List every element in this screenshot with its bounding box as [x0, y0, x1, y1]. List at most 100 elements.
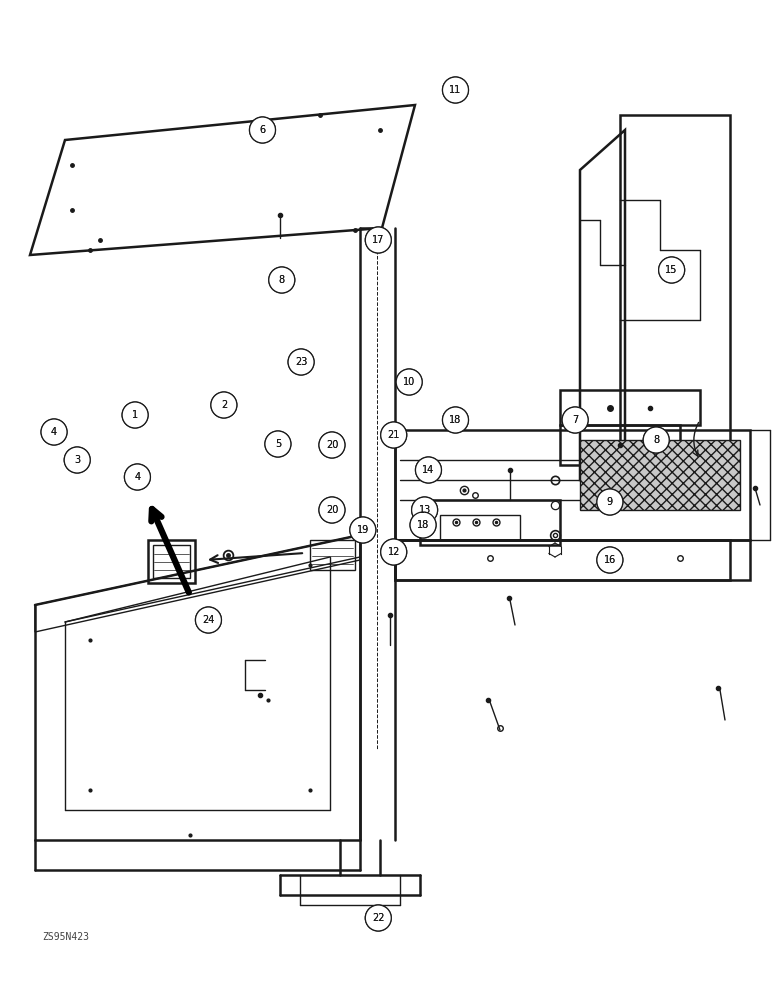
Circle shape	[124, 464, 151, 490]
Text: 10: 10	[403, 377, 415, 387]
Text: 15: 15	[665, 265, 678, 275]
Text: ZS95N423: ZS95N423	[42, 932, 89, 942]
Circle shape	[350, 517, 376, 543]
Text: 1: 1	[132, 410, 138, 420]
Text: 13: 13	[418, 505, 431, 515]
Circle shape	[415, 457, 442, 483]
Text: 21: 21	[388, 430, 400, 440]
Text: 3: 3	[74, 455, 80, 465]
Text: 18: 18	[449, 415, 462, 425]
Circle shape	[319, 497, 345, 523]
Text: 18: 18	[449, 415, 462, 425]
Text: 3: 3	[74, 455, 80, 465]
Circle shape	[211, 392, 237, 418]
Text: 23: 23	[295, 357, 307, 367]
Circle shape	[269, 267, 295, 293]
Circle shape	[195, 607, 222, 633]
Circle shape	[265, 431, 291, 457]
Text: 20: 20	[326, 505, 338, 515]
Polygon shape	[580, 440, 740, 510]
Text: 21: 21	[388, 430, 400, 440]
Text: 4: 4	[134, 472, 141, 482]
Text: 14: 14	[422, 465, 435, 475]
Circle shape	[415, 457, 442, 483]
Circle shape	[249, 117, 276, 143]
Circle shape	[597, 547, 623, 573]
Text: 15: 15	[665, 265, 678, 275]
Text: 5: 5	[275, 439, 281, 449]
Circle shape	[319, 432, 345, 458]
Circle shape	[365, 905, 391, 931]
Circle shape	[410, 512, 436, 538]
Text: 8: 8	[653, 435, 659, 445]
Text: 8: 8	[653, 435, 659, 445]
Circle shape	[597, 489, 623, 515]
Text: 7: 7	[572, 415, 578, 425]
Circle shape	[442, 77, 469, 103]
Text: 6: 6	[259, 125, 266, 135]
Text: 4: 4	[51, 427, 57, 437]
Text: 17: 17	[372, 235, 384, 245]
Circle shape	[442, 407, 469, 433]
Text: 12: 12	[388, 547, 400, 557]
Text: 19: 19	[357, 525, 369, 535]
Circle shape	[319, 432, 345, 458]
Text: 4: 4	[134, 472, 141, 482]
Circle shape	[269, 267, 295, 293]
Text: 8: 8	[279, 275, 285, 285]
Text: 8: 8	[279, 275, 285, 285]
Circle shape	[350, 517, 376, 543]
Circle shape	[643, 427, 669, 453]
Circle shape	[381, 422, 407, 448]
Text: 24: 24	[202, 615, 215, 625]
Circle shape	[396, 369, 422, 395]
Circle shape	[381, 422, 407, 448]
Text: 16: 16	[604, 555, 616, 565]
Text: 2: 2	[221, 400, 227, 410]
Circle shape	[365, 227, 391, 253]
Circle shape	[122, 402, 148, 428]
Circle shape	[659, 257, 685, 283]
Text: 20: 20	[326, 440, 338, 450]
Text: 24: 24	[202, 615, 215, 625]
Text: 9: 9	[607, 497, 613, 507]
Circle shape	[562, 407, 588, 433]
Circle shape	[442, 77, 469, 103]
Circle shape	[64, 447, 90, 473]
Text: 11: 11	[449, 85, 462, 95]
Text: 17: 17	[372, 235, 384, 245]
Text: 14: 14	[422, 465, 435, 475]
Text: 19: 19	[357, 525, 369, 535]
Circle shape	[124, 464, 151, 490]
Circle shape	[365, 905, 391, 931]
Text: 20: 20	[326, 505, 338, 515]
Circle shape	[195, 607, 222, 633]
Text: 7: 7	[572, 415, 578, 425]
Circle shape	[211, 392, 237, 418]
Circle shape	[597, 489, 623, 515]
Text: 9: 9	[607, 497, 613, 507]
Circle shape	[562, 407, 588, 433]
Text: 12: 12	[388, 547, 400, 557]
Circle shape	[442, 407, 469, 433]
Circle shape	[319, 497, 345, 523]
Text: 11: 11	[449, 85, 462, 95]
Text: 22: 22	[372, 913, 384, 923]
Circle shape	[41, 419, 67, 445]
Circle shape	[288, 349, 314, 375]
Circle shape	[41, 419, 67, 445]
Circle shape	[249, 117, 276, 143]
Text: 20: 20	[326, 440, 338, 450]
Text: 6: 6	[259, 125, 266, 135]
Text: 4: 4	[51, 427, 57, 437]
Circle shape	[643, 427, 669, 453]
Circle shape	[597, 547, 623, 573]
Text: 10: 10	[403, 377, 415, 387]
Text: 22: 22	[372, 913, 384, 923]
Text: 23: 23	[295, 357, 307, 367]
Circle shape	[411, 497, 438, 523]
Circle shape	[410, 512, 436, 538]
Circle shape	[396, 369, 422, 395]
Circle shape	[381, 539, 407, 565]
Circle shape	[265, 431, 291, 457]
